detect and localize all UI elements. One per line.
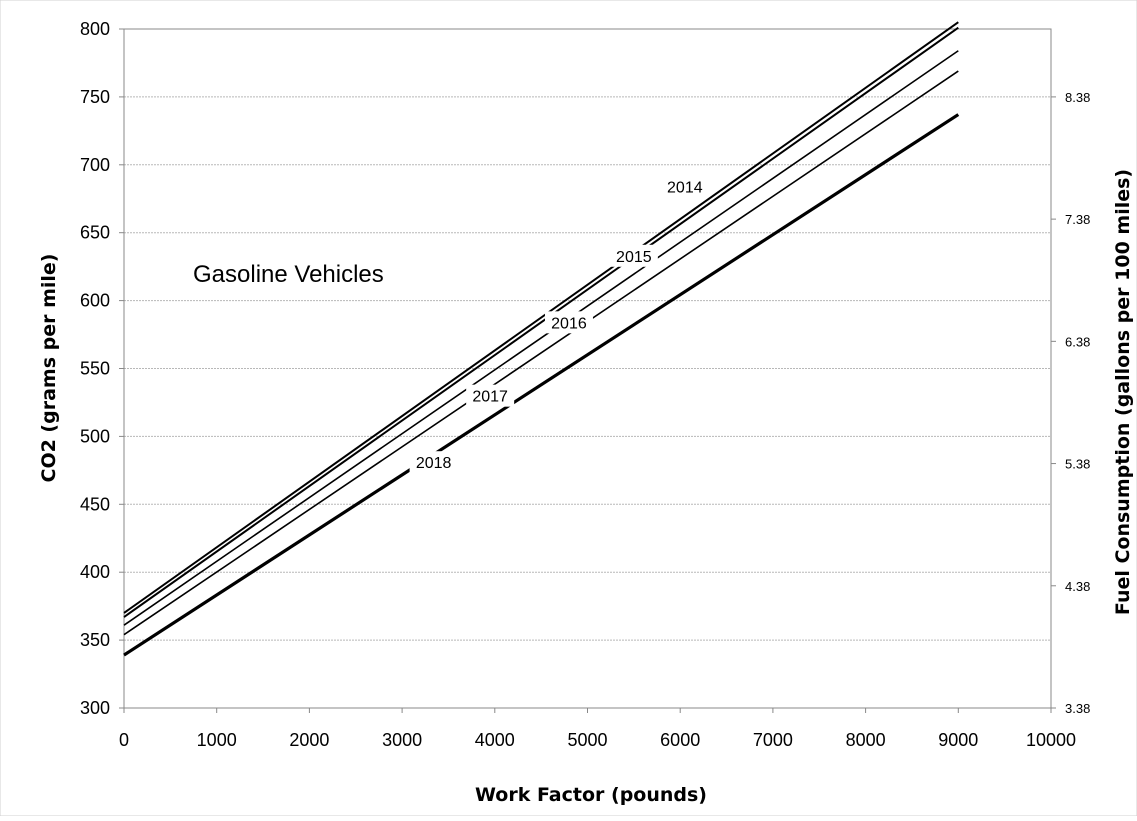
series-label-2015: 2015 (616, 249, 652, 266)
series-line-2017 (123, 70, 959, 636)
x-axis-title: Work Factor (pounds) (475, 784, 707, 806)
series-lines (123, 21, 960, 657)
y-tick-label: 450 (80, 494, 110, 514)
series-label-bg-2014 (660, 175, 709, 198)
y-tick-label: 700 (80, 155, 110, 175)
y2-tick-label: 5.38 (1065, 457, 1090, 472)
y-tick-label: 800 (80, 19, 110, 39)
x-tick-label: 5000 (567, 730, 607, 750)
series-label-bg-2016 (544, 311, 593, 334)
series-label-bg-2017 (466, 384, 515, 407)
x-tick-label: 10000 (1026, 730, 1076, 750)
x-tick-label: 3000 (382, 730, 422, 750)
series-label-bg-2018 (409, 451, 458, 474)
series-line-2018 (123, 113, 960, 657)
y2-tick-label: 8.38 (1065, 90, 1090, 105)
x-tick-label: 7000 (753, 730, 793, 750)
series-line-2015 (123, 26, 959, 618)
x-tick-label: 2000 (289, 730, 329, 750)
y2-tick-label: 3.38 (1065, 701, 1090, 716)
series-line-2016 (123, 50, 959, 626)
y-tick-label: 500 (80, 426, 110, 446)
y-tick-label: 350 (80, 630, 110, 650)
chart-annotation: Gasoline Vehicles (193, 261, 384, 288)
y-tick-label: 550 (80, 359, 110, 379)
y-tick-label: 300 (80, 698, 110, 718)
series-line-2014 (123, 21, 959, 614)
y2-tick-label: 4.38 (1065, 579, 1090, 594)
y-tick-label: 600 (80, 291, 110, 311)
series-label-2016: 2016 (551, 315, 587, 332)
y-tick-label: 750 (80, 87, 110, 107)
series-label-2018: 2018 (416, 455, 452, 472)
x-tick-label: 8000 (846, 730, 886, 750)
series-label-2017: 2017 (472, 389, 508, 406)
y-axis-title: CO2 (grams per mile) (38, 254, 60, 483)
y-tick-label: 650 (80, 223, 110, 243)
x-tick-label: 9000 (938, 730, 978, 750)
series-label-bg-2015 (609, 244, 658, 267)
x-tick-label: 1000 (197, 730, 237, 750)
y2-axis-title: Fuel Consumption (gallons per 100 miles) (1112, 169, 1134, 615)
series-labels: 2014 2015 2016 2017 2018 (409, 175, 709, 474)
y2-tick-label: 6.38 (1065, 334, 1090, 349)
x-tick-label: 4000 (475, 730, 515, 750)
series-label-2014: 2014 (667, 180, 703, 197)
y-tick-label: 400 (80, 562, 110, 582)
y2-tick-label: 7.38 (1065, 212, 1090, 227)
x-tick-label: 6000 (660, 730, 700, 750)
x-tick-label: 0 (119, 730, 129, 750)
